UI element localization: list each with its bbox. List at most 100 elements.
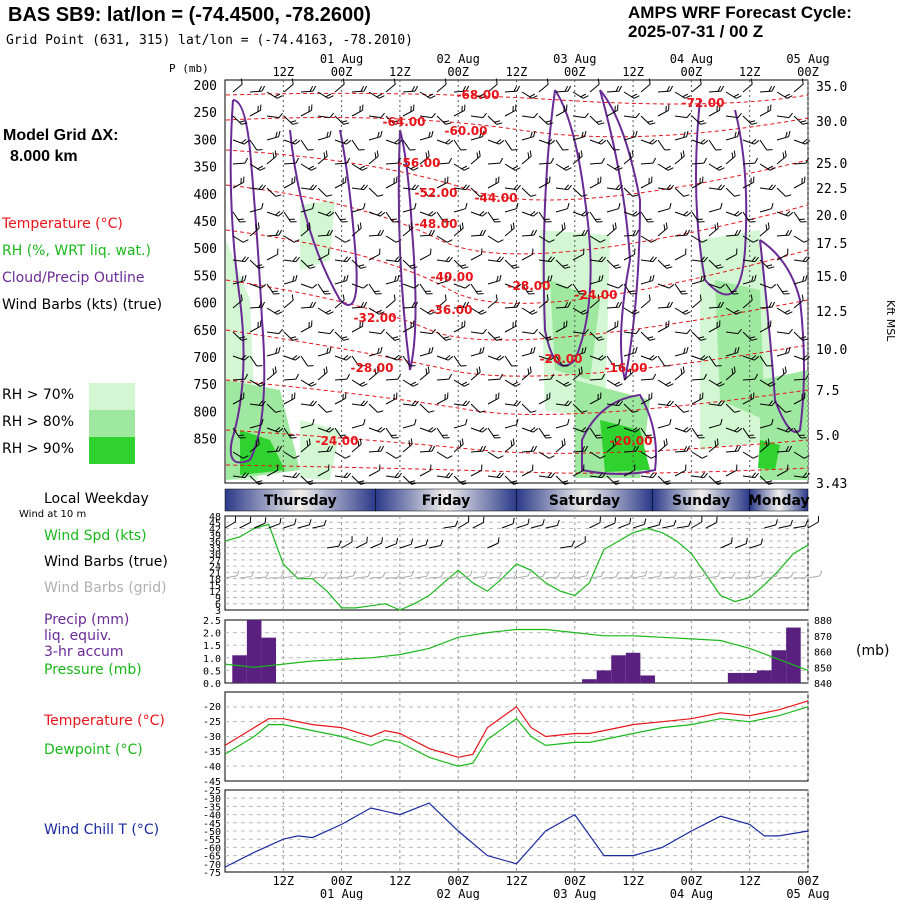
wind-barb-flag — [699, 177, 701, 184]
wind-barb-flag — [494, 221, 501, 223]
wind-barb — [725, 346, 740, 357]
wind-barb-flag — [685, 248, 687, 255]
wind-barb — [793, 392, 806, 405]
wind-barb-true — [720, 537, 733, 549]
wind-barb-flag — [584, 445, 589, 452]
wind-barb — [606, 379, 623, 387]
wind-barb — [487, 392, 500, 405]
barb-flag — [323, 519, 327, 526]
wind-barb-true — [749, 538, 763, 549]
wind-barb-flag — [258, 85, 263, 92]
wind-barb-flag — [292, 275, 295, 282]
wind-barb — [657, 85, 674, 93]
wind-barb — [640, 392, 653, 405]
wind-barb — [436, 355, 454, 361]
wind-barb — [487, 294, 498, 309]
pressure-tick-label: 750 — [194, 378, 217, 393]
wind-barb-flag — [599, 239, 606, 243]
wind-barb-flag — [737, 328, 742, 334]
barb-staff — [297, 576, 310, 579]
pressure-label: Pressure (mb) — [44, 662, 142, 678]
wind-barb-staff — [487, 451, 499, 459]
wind-barb-staff — [283, 397, 295, 405]
wind-barb-grid — [603, 571, 620, 579]
wind-barb-flag — [767, 105, 769, 112]
wind-barb-staff — [793, 235, 805, 243]
wind-barb-staff — [657, 163, 669, 171]
barb-staff — [603, 522, 616, 529]
wind-barb — [691, 294, 702, 309]
temperature-contour-8 — [225, 429, 809, 454]
wind-barb — [589, 427, 603, 439]
wind-barb-flag — [527, 152, 530, 159]
wind-barb — [419, 307, 436, 315]
wind-barb — [640, 235, 657, 243]
wind-barb — [538, 157, 555, 165]
wind-barb-flag — [652, 373, 657, 380]
wind-barb-staff — [453, 355, 462, 367]
wind-barb-flag — [244, 472, 249, 478]
wind-barb-flag — [686, 130, 689, 137]
wind-barb-staff — [487, 378, 501, 381]
wind-barb — [266, 445, 283, 453]
wind-barb-flag — [340, 218, 346, 220]
wind-barb-staff — [266, 450, 280, 453]
pressure-tick-label: 550 — [194, 269, 217, 284]
wind-barb-flag — [346, 256, 351, 262]
wind-barb-flag — [717, 266, 724, 269]
wind-speed-tick: 27 — [209, 556, 221, 567]
precip-bar — [246, 620, 262, 683]
wind-barb — [538, 139, 556, 145]
wind-barb — [232, 235, 249, 243]
wind-barb-flag — [239, 120, 246, 123]
wind-barb-flag — [256, 480, 263, 483]
wind-barb-flag — [361, 383, 368, 387]
wind-barb-staff — [538, 235, 550, 243]
wind-barb-staff — [538, 211, 547, 223]
wind-barb-staff — [776, 253, 788, 261]
wind-speed-tick: 45 — [209, 518, 221, 529]
wind-barb-flag — [752, 455, 759, 459]
wind-barb-flag — [377, 131, 380, 138]
wind-barb-flag — [295, 274, 298, 281]
wind-barb — [589, 139, 607, 145]
wind-barb-staff — [385, 115, 395, 125]
wind-barb-flag — [635, 229, 640, 236]
wind-barb-flag — [697, 218, 703, 220]
wind-barb — [453, 85, 470, 93]
wind-barb — [691, 355, 709, 361]
wind-barb-flag — [785, 131, 788, 138]
barb-staff — [793, 525, 806, 529]
wind-barb-flag — [479, 347, 482, 354]
wind-barb-flag — [749, 336, 756, 339]
wind-barb-flag — [580, 93, 587, 98]
wind-barb-flag — [428, 410, 435, 413]
wind-barb-staff — [657, 283, 670, 289]
wind-barb-staff — [538, 115, 548, 125]
temp-tick: -20 — [203, 702, 221, 713]
wind-barb-staff — [283, 299, 294, 309]
wind-barb-flag — [476, 290, 482, 292]
wind-barb-flag — [377, 347, 380, 354]
wind-barb — [606, 283, 624, 289]
wind-barb-staff — [538, 397, 550, 405]
temperature-contour-label: -60.00 — [445, 124, 488, 138]
bottom-hour-label: 00Z — [681, 874, 703, 888]
wind-barb-staff — [725, 331, 738, 335]
wind-barb — [351, 85, 368, 93]
wind-barb-true — [778, 519, 793, 529]
wind-barb — [759, 259, 775, 269]
wind-barb-flag — [771, 400, 776, 406]
barb-staff — [457, 521, 469, 529]
wind-barb-flag — [805, 256, 810, 262]
temperature-contour-label: -28.00 — [508, 279, 551, 293]
wind-barb — [640, 355, 658, 361]
wind-barb-staff — [742, 211, 751, 223]
wind-barb-flag — [527, 368, 530, 375]
wind-barb-staff — [419, 115, 432, 119]
wind-barb-flag — [428, 229, 433, 236]
wind-barb — [555, 400, 572, 407]
bottom-date-label: 04 Aug — [670, 887, 713, 900]
wind-barb-staff — [232, 83, 243, 93]
wind-barb-flag — [427, 309, 434, 314]
